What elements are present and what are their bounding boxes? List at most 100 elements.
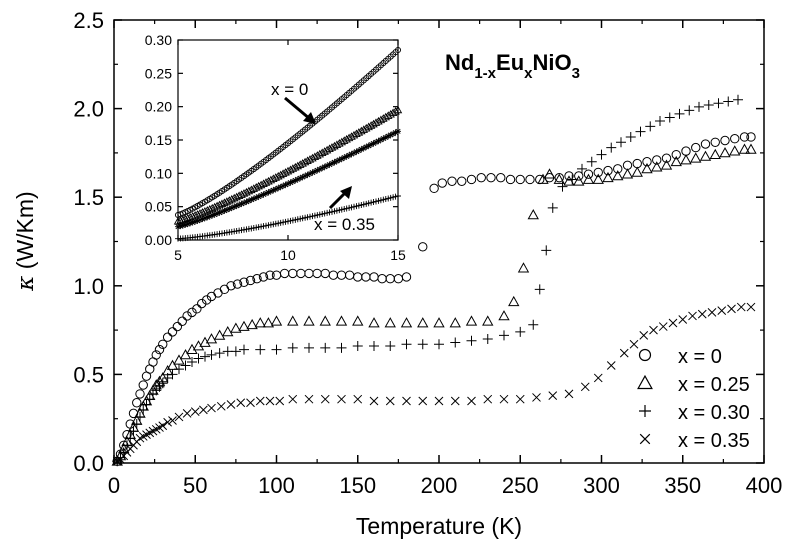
y-tick-label: 1.0 [73,274,104,299]
plus-marker [402,339,412,349]
data-point-x-0 [163,333,171,341]
plus-marker [231,346,241,356]
cross-marker [266,397,274,405]
data-point-x-0 [220,285,228,293]
triangle-marker [632,168,642,177]
data-point-x-0-25 [402,318,412,327]
legend-marker-x-0-35 [640,434,650,444]
data-point-x-0 [354,273,362,281]
cross-marker [689,312,697,320]
data-point-x-0-30 [616,137,626,147]
plus-marker [207,350,217,360]
formula-part-nd: Nd [445,50,474,75]
data-point-x-0-30 [255,345,265,355]
data-point-x-0-25 [701,152,711,161]
data-point-x-0-35 [386,397,394,405]
data-point-x-0-25 [730,146,740,155]
data-point-x-0-30 [733,95,743,105]
circle-marker [370,273,378,281]
data-point-x-0-30 [636,127,646,137]
formula-part-eu: Eu [496,50,524,75]
data-point-x-0-35 [630,340,638,348]
triangle-marker [434,318,444,327]
cross-marker [708,308,716,316]
data-point-x-0-25 [720,148,730,157]
data-point-x-0 [516,175,524,183]
data-point-x-0-25 [499,311,509,320]
data-point-x-0-35 [305,395,313,403]
compound-formula: Nd1-xEuxNiO3 [445,50,580,82]
data-point-x-0-30 [385,341,395,351]
cross-marker [386,397,394,405]
legend-marker-x-0-25 [638,376,652,388]
data-point-x-0-35 [689,312,697,320]
data-point-x-0-35 [419,397,427,405]
data-point-x-0-35 [640,331,648,339]
data-point-x-0-30 [694,102,704,112]
plus-marker [606,143,616,153]
triangle-marker [662,160,672,169]
triangle-marker [740,145,750,154]
data-point-x-0-30 [606,143,616,153]
data-point-x-0 [305,269,313,277]
data-point-x-0 [419,243,427,251]
triangle-marker [450,318,460,327]
data-point-x-0-35 [737,303,745,311]
data-point-x-0-30 [577,164,587,174]
x-tick-label: 50 [183,473,207,498]
data-point-x-0 [378,275,386,283]
triangle-marker [720,148,730,157]
data-point-x-0-25 [662,160,672,169]
circle-marker [394,275,402,283]
data-point-x-0 [692,143,700,151]
data-point-x-0-30 [515,327,525,337]
circle-marker [448,177,456,185]
data-point-x-0-35 [708,308,716,316]
data-point-x-0-35 [669,319,677,327]
cross-marker [321,395,329,403]
circle-marker [289,269,297,277]
data-point-x-0 [394,275,402,283]
data-point-x-0-30 [418,339,428,349]
plus-marker [369,341,379,351]
data-point-x-0-25 [353,316,363,325]
circle-marker [731,135,739,143]
plus-marker [684,105,694,115]
data-point-x-0-35 [276,397,284,405]
triangle-marker [418,318,428,327]
legend-marker-x-0 [640,350,651,361]
x-tick-label: 0 [108,473,120,498]
data-point-x-0 [345,271,353,279]
inset-y-tick-label: 0.20 [145,99,172,115]
data-point-x-0-25 [418,318,428,327]
circle-marker [516,175,524,183]
data-point-x-0-35 [607,362,615,370]
plus-marker [675,109,685,119]
plus-marker [239,345,249,355]
data-point-x-0-30 [499,330,509,340]
data-point-x-0-35 [516,395,524,403]
data-point-x-0-35 [256,397,264,405]
cross-marker [549,392,557,400]
cross-marker [451,397,459,405]
x-tick-label: 300 [583,473,620,498]
circle-marker [178,317,186,325]
legend-label-x0: x = 0 [678,346,722,368]
circle-marker [430,184,438,192]
circle-marker [378,275,386,283]
plus-marker [636,127,646,137]
data-point-x-0-30 [231,346,241,356]
inset-y-tick-label: 0.05 [145,199,172,215]
data-point-x-0-30 [450,338,460,348]
triangle-marker [467,316,477,325]
inset-annotation-x0: x = 0 [271,80,308,99]
circle-marker [321,269,329,277]
circle-marker [682,147,690,155]
data-point-x-0-30 [483,334,493,344]
data-point-x-0 [506,175,514,183]
data-point-x-0-35 [620,349,628,357]
legend-marker-x-0-30 [639,405,651,417]
data-point-x-0-25 [483,316,493,325]
data-point-x-0-25 [369,318,379,327]
inset-y-tick-label: 0.15 [145,132,172,148]
